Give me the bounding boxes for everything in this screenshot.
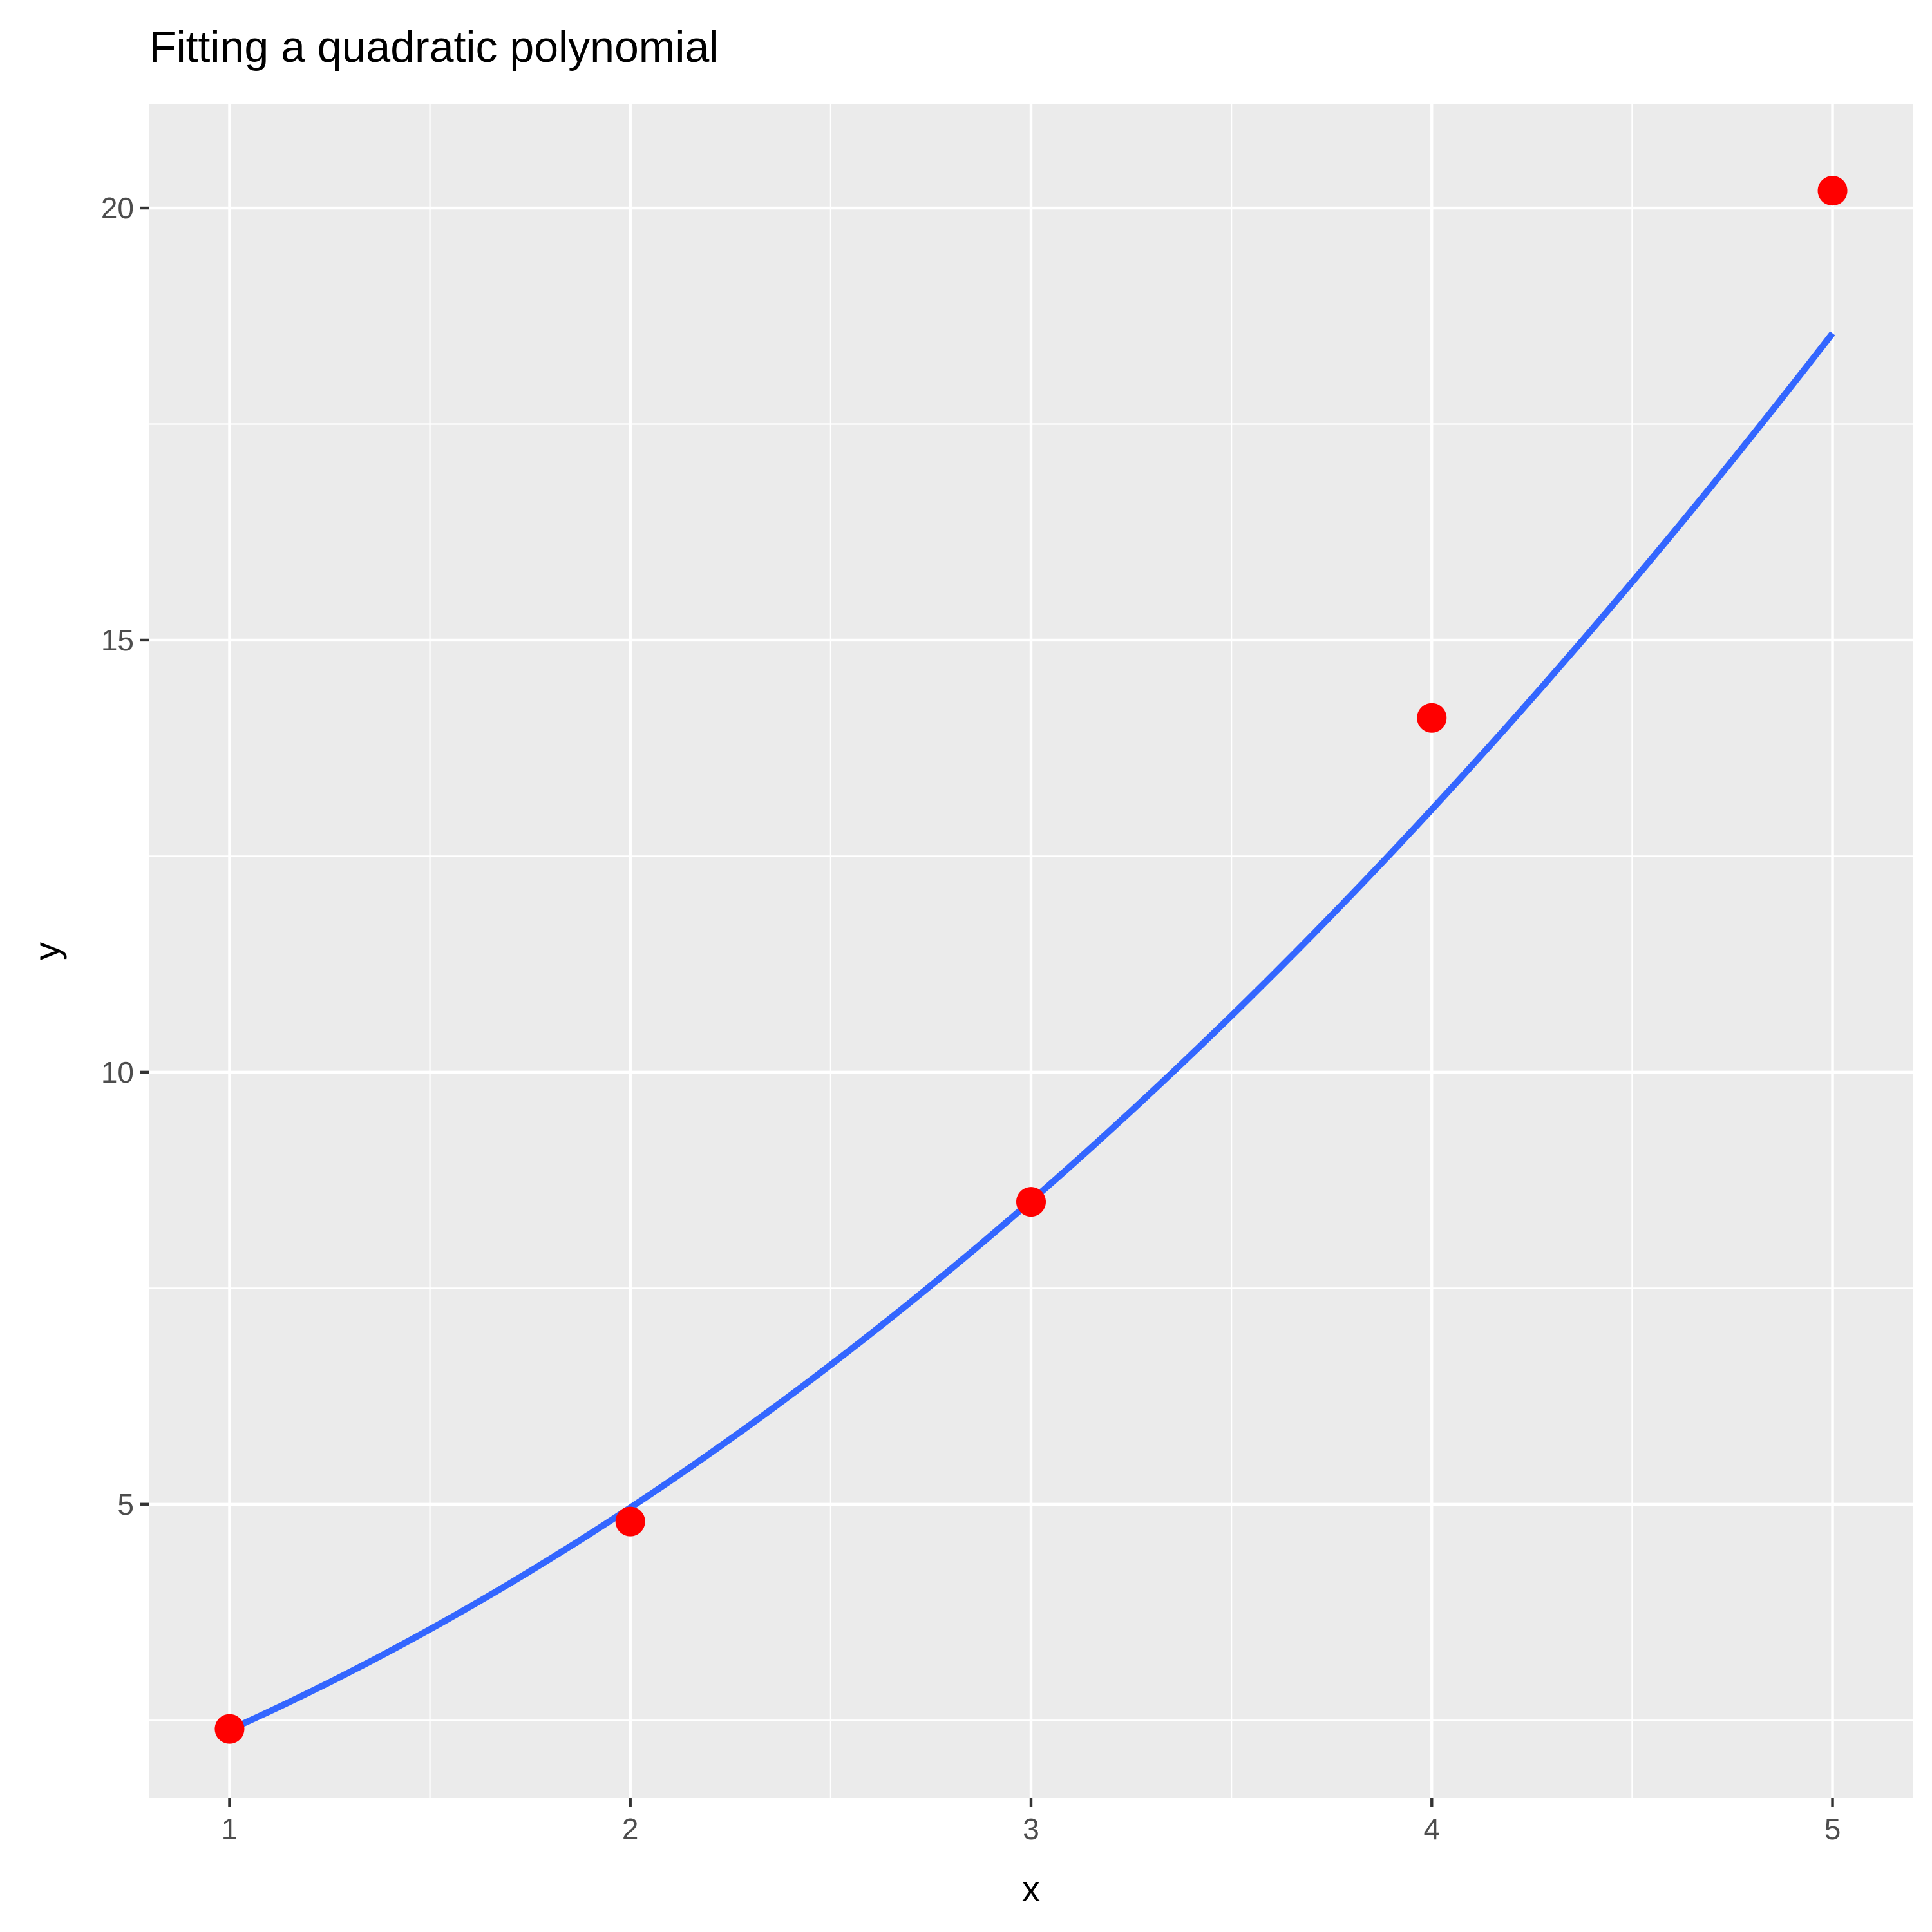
y-tick-label: 15: [101, 623, 134, 657]
x-axis: 1 2 3 4 5: [222, 1798, 1841, 1846]
data-point: [1016, 1187, 1046, 1217]
data-point: [615, 1506, 645, 1537]
chart-title: Fitting a quadratic polynomial: [149, 23, 719, 71]
y-tick-label: 20: [101, 191, 134, 225]
x-tick-label: 4: [1423, 1812, 1440, 1846]
x-axis-title: x: [1022, 1868, 1040, 1909]
data-point: [1817, 176, 1848, 206]
data-point: [214, 1714, 245, 1744]
data-point: [1417, 703, 1447, 733]
y-axis-title: y: [26, 942, 67, 960]
x-tick-label: 2: [622, 1812, 639, 1846]
y-tick-label: 10: [101, 1056, 134, 1089]
x-tick-label: 1: [222, 1812, 238, 1846]
y-tick-label: 5: [117, 1488, 134, 1521]
y-axis: 5 10 15 20: [101, 191, 149, 1521]
data-points: [214, 176, 1848, 1744]
x-tick-label: 5: [1824, 1812, 1841, 1846]
x-tick-label: 3: [1023, 1812, 1039, 1846]
